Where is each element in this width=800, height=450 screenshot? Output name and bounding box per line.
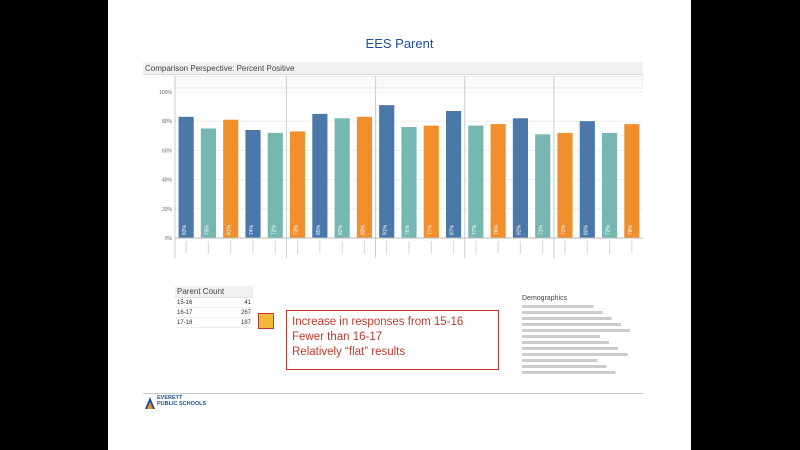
bar (579, 121, 595, 238)
y-tick-label: 100% (159, 90, 172, 96)
demographics-line (522, 347, 652, 350)
parent-count-value: 41 (244, 299, 251, 306)
bar (334, 118, 350, 238)
bar (468, 125, 484, 238)
logo-icon (145, 397, 155, 409)
highlight-swatch (258, 313, 274, 329)
callout-line: Fewer than 16-17 (292, 331, 383, 343)
demographics-legend: Demographics (522, 295, 652, 376)
slide: EES Parent Comparison Perspective: Perce… (108, 0, 691, 450)
parent-count-year: 17-18 (177, 319, 193, 326)
bar (601, 132, 618, 238)
bar (200, 128, 217, 238)
bar (490, 124, 506, 238)
demographics-line (522, 311, 652, 314)
bar-data-label: 72% (561, 224, 567, 235)
demographics-line (522, 353, 652, 356)
bar-data-label: 78% (494, 224, 500, 235)
bar (267, 132, 283, 238)
bar (624, 124, 640, 238)
parent-count-title: Parent Count (175, 286, 253, 298)
bar (223, 119, 239, 238)
logo-line: EVERETT (157, 395, 183, 401)
bar-data-label: 74% (249, 224, 255, 235)
logo-line: PUBLIC SCHOOLS (157, 401, 207, 407)
bar-data-label: 91% (383, 224, 389, 235)
parent-count-row: 16-17 267 (175, 308, 253, 318)
bar (356, 116, 373, 238)
demographics-line (522, 341, 652, 344)
bar (445, 110, 462, 238)
bar (401, 127, 417, 238)
y-tick-label: 80% (162, 119, 173, 125)
bar (535, 134, 551, 238)
demographics-line (522, 359, 652, 362)
bar-data-label: 82% (516, 224, 522, 235)
bar-data-label: 76% (405, 224, 411, 235)
demographics-line (522, 329, 652, 332)
demographics-lines (522, 305, 652, 374)
bar-data-label: 80% (583, 224, 589, 235)
callout-line: Increase in responses from 15-16 (292, 316, 464, 328)
y-tick-label: 40% (162, 178, 173, 184)
parent-count-row: 17-18 187 (175, 318, 253, 328)
chart-panel-title: Comparison Perspective: Percent Positive (143, 62, 643, 75)
bar-data-label: 81% (227, 224, 233, 235)
bar-chart: 0% 20% 40% 60% 80% 100% 83% 75% 81% 74% 72% 73% 85% 8… (159, 76, 643, 258)
bar-data-label: 73% (294, 224, 300, 235)
callout-box: Increase in responses from 15-16 Fewer t… (286, 310, 499, 370)
bar-data-label: 82% (338, 224, 344, 235)
bar (245, 129, 261, 238)
y-tick-label: 20% (162, 207, 173, 213)
bar (312, 113, 328, 238)
district-logo: EVERETT PUBLIC SCHOOLS (143, 393, 213, 415)
parent-count-value: 267 (240, 309, 251, 316)
demographics-title: Demographics (522, 295, 568, 302)
bar (379, 105, 395, 238)
parent-count-year: 16-17 (177, 309, 193, 316)
y-tick-label: 60% (162, 148, 173, 154)
bar (178, 116, 194, 238)
bar-data-label: 77% (472, 224, 478, 235)
bar-data-label: 72% (271, 224, 277, 235)
bar-data-label: 77% (427, 224, 433, 235)
bar (289, 131, 306, 238)
bar (557, 132, 573, 238)
demographics-line (522, 305, 652, 308)
bar-data-label: 75% (204, 224, 210, 235)
bar-data-label: 83% (182, 224, 188, 235)
bar (423, 125, 439, 238)
parent-count-row: 15-16 41 (175, 298, 253, 308)
footer-divider (143, 393, 643, 394)
demographics-line (522, 335, 652, 338)
bar (512, 118, 529, 238)
y-tick-label: 0% (165, 236, 173, 242)
parent-count-table: Parent Count 15-16 41 16-17 267 17-18 18… (175, 286, 253, 328)
slide-title: EES Parent (365, 36, 434, 51)
group-header-strip (174, 76, 643, 89)
bar-data-label: 87% (450, 224, 456, 235)
bar-data-label: 71% (539, 224, 545, 235)
logo-text: EVERETT PUBLIC SCHOOLS (157, 395, 206, 407)
bar-data-label: 83% (360, 224, 366, 235)
demographics-line (522, 317, 652, 320)
callout-line: Relatively “flat” results (292, 346, 406, 358)
parent-count-year: 15-16 (177, 299, 193, 306)
bar-data-label: 78% (628, 224, 634, 235)
demographics-line (522, 323, 652, 326)
parent-count-value: 187 (240, 319, 251, 326)
bar-data-label: 72% (606, 224, 612, 235)
bar-data-label: 85% (316, 224, 322, 235)
demographics-line (522, 365, 652, 368)
demographics-line (522, 371, 652, 374)
